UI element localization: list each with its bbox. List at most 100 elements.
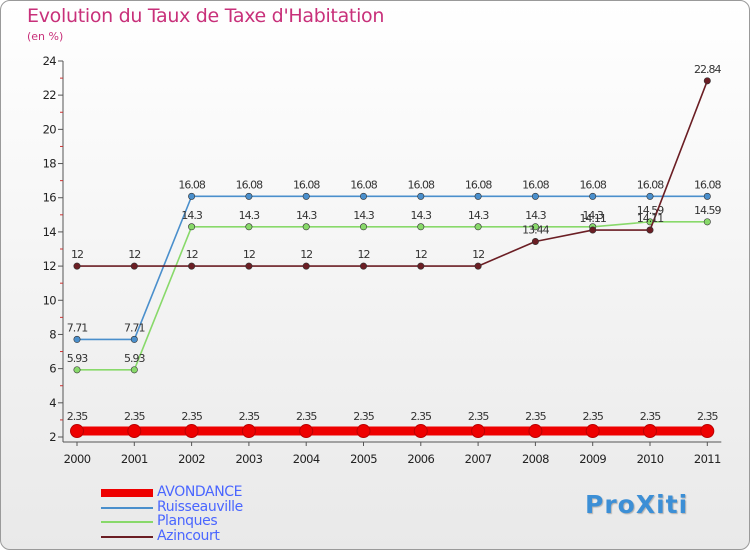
data-point: [245, 223, 253, 231]
legend-swatch: [101, 521, 153, 524]
data-point: [528, 424, 543, 439]
legend-swatch: [101, 535, 153, 538]
data-point: [130, 262, 138, 270]
chart-subtitle: (en %): [27, 30, 64, 43]
data-label: 16.08: [178, 178, 205, 191]
data-label: 14.11: [579, 212, 606, 225]
x-tick-label: 2002: [178, 452, 205, 466]
data-label: 14.3: [582, 209, 603, 222]
data-label: 16.08: [465, 178, 492, 191]
y-tick-label: 12: [43, 259, 57, 273]
data-label: 14.3: [181, 209, 202, 222]
data-point: [73, 262, 81, 270]
data-label: 16.08: [236, 178, 263, 191]
data-point: [417, 192, 425, 200]
data-label: 2.35: [697, 410, 718, 423]
series-line: [77, 221, 708, 371]
data-point: [359, 192, 367, 200]
data-label: 12: [472, 248, 484, 261]
y-tick-label: 6: [49, 362, 56, 376]
data-label: 12: [243, 248, 255, 261]
data-point: [700, 424, 715, 439]
data-label: 2.35: [468, 410, 489, 423]
y-tick-label: 16: [43, 191, 57, 205]
data-label: 16.08: [293, 178, 320, 191]
data-label: 16.08: [637, 178, 664, 191]
data-label: 2.35: [181, 410, 202, 423]
x-tick-label: 2006: [407, 452, 434, 466]
data-label: 13.44: [522, 223, 549, 236]
data-point: [130, 366, 138, 374]
x-tick-label: 2009: [579, 452, 606, 466]
data-point: [188, 192, 196, 200]
data-label: 14.11: [637, 212, 664, 225]
data-point: [471, 424, 486, 439]
data-label: 14.3: [525, 209, 546, 222]
series-line: [77, 80, 709, 267]
data-label: 12: [128, 248, 140, 261]
data-point: [417, 262, 425, 270]
data-point: [531, 192, 539, 200]
data-point: [703, 218, 711, 226]
data-label: 14.3: [239, 209, 260, 222]
chart-title: Evolution du Taux de Taxe d'Habitation: [27, 5, 385, 27]
data-label: 16.08: [522, 178, 549, 191]
data-label: 14.59: [694, 204, 721, 217]
data-label: 12: [358, 248, 370, 261]
data-point: [73, 335, 81, 343]
legend-label: Azincourt: [157, 527, 220, 544]
x-tick-label: 2004: [293, 452, 320, 466]
x-tick-label: 2003: [235, 452, 262, 466]
data-label: 14.3: [411, 209, 432, 222]
y-tick-label: 10: [43, 293, 57, 307]
data-point: [646, 192, 654, 200]
data-label: 7.71: [67, 321, 88, 334]
data-point: [241, 424, 256, 439]
data-label: 14.3: [468, 209, 489, 222]
data-point: [184, 424, 199, 439]
data-point: [703, 77, 711, 85]
y-tick-label: 22: [43, 88, 57, 102]
data-point: [302, 223, 310, 231]
data-point: [413, 424, 428, 439]
data-point: [646, 226, 654, 234]
data-point: [356, 424, 371, 439]
y-tick-label: 8: [49, 327, 56, 341]
data-label: 12: [415, 248, 427, 261]
data-label: 12: [186, 248, 198, 261]
data-point: [589, 192, 597, 200]
proxiti-logo: ProXiti: [585, 490, 689, 519]
data-point: [299, 424, 314, 439]
data-point: [302, 262, 310, 270]
data-label: 2.35: [353, 410, 374, 423]
data-point: [359, 223, 367, 231]
data-point: [359, 262, 367, 270]
data-point: [531, 237, 539, 245]
data-label: 14.3: [353, 209, 374, 222]
data-point: [302, 192, 310, 200]
data-label: 12: [71, 248, 83, 261]
y-tick-label: 2: [49, 430, 56, 444]
x-tick-label: 2005: [350, 452, 377, 466]
series-line: [77, 195, 708, 341]
data-point: [73, 366, 81, 374]
data-label: 12: [300, 248, 312, 261]
data-label: 2.35: [582, 410, 603, 423]
data-label: 7.71: [124, 321, 145, 334]
data-point: [474, 223, 482, 231]
data-point: [417, 223, 425, 231]
data-point: [474, 192, 482, 200]
data-label: 2.35: [296, 410, 317, 423]
data-label: 16.08: [694, 178, 721, 191]
data-label: 2.35: [67, 410, 88, 423]
y-tick-label: 24: [43, 54, 57, 68]
data-point: [531, 223, 539, 231]
x-tick-label: 2001: [121, 452, 148, 466]
legend-swatch: [101, 489, 153, 497]
data-label: 2.35: [239, 410, 260, 423]
x-tick-label: 2007: [465, 452, 492, 466]
x-tick-label: 2008: [522, 452, 549, 466]
data-point: [70, 424, 84, 439]
y-tick-label: 14: [43, 225, 57, 239]
